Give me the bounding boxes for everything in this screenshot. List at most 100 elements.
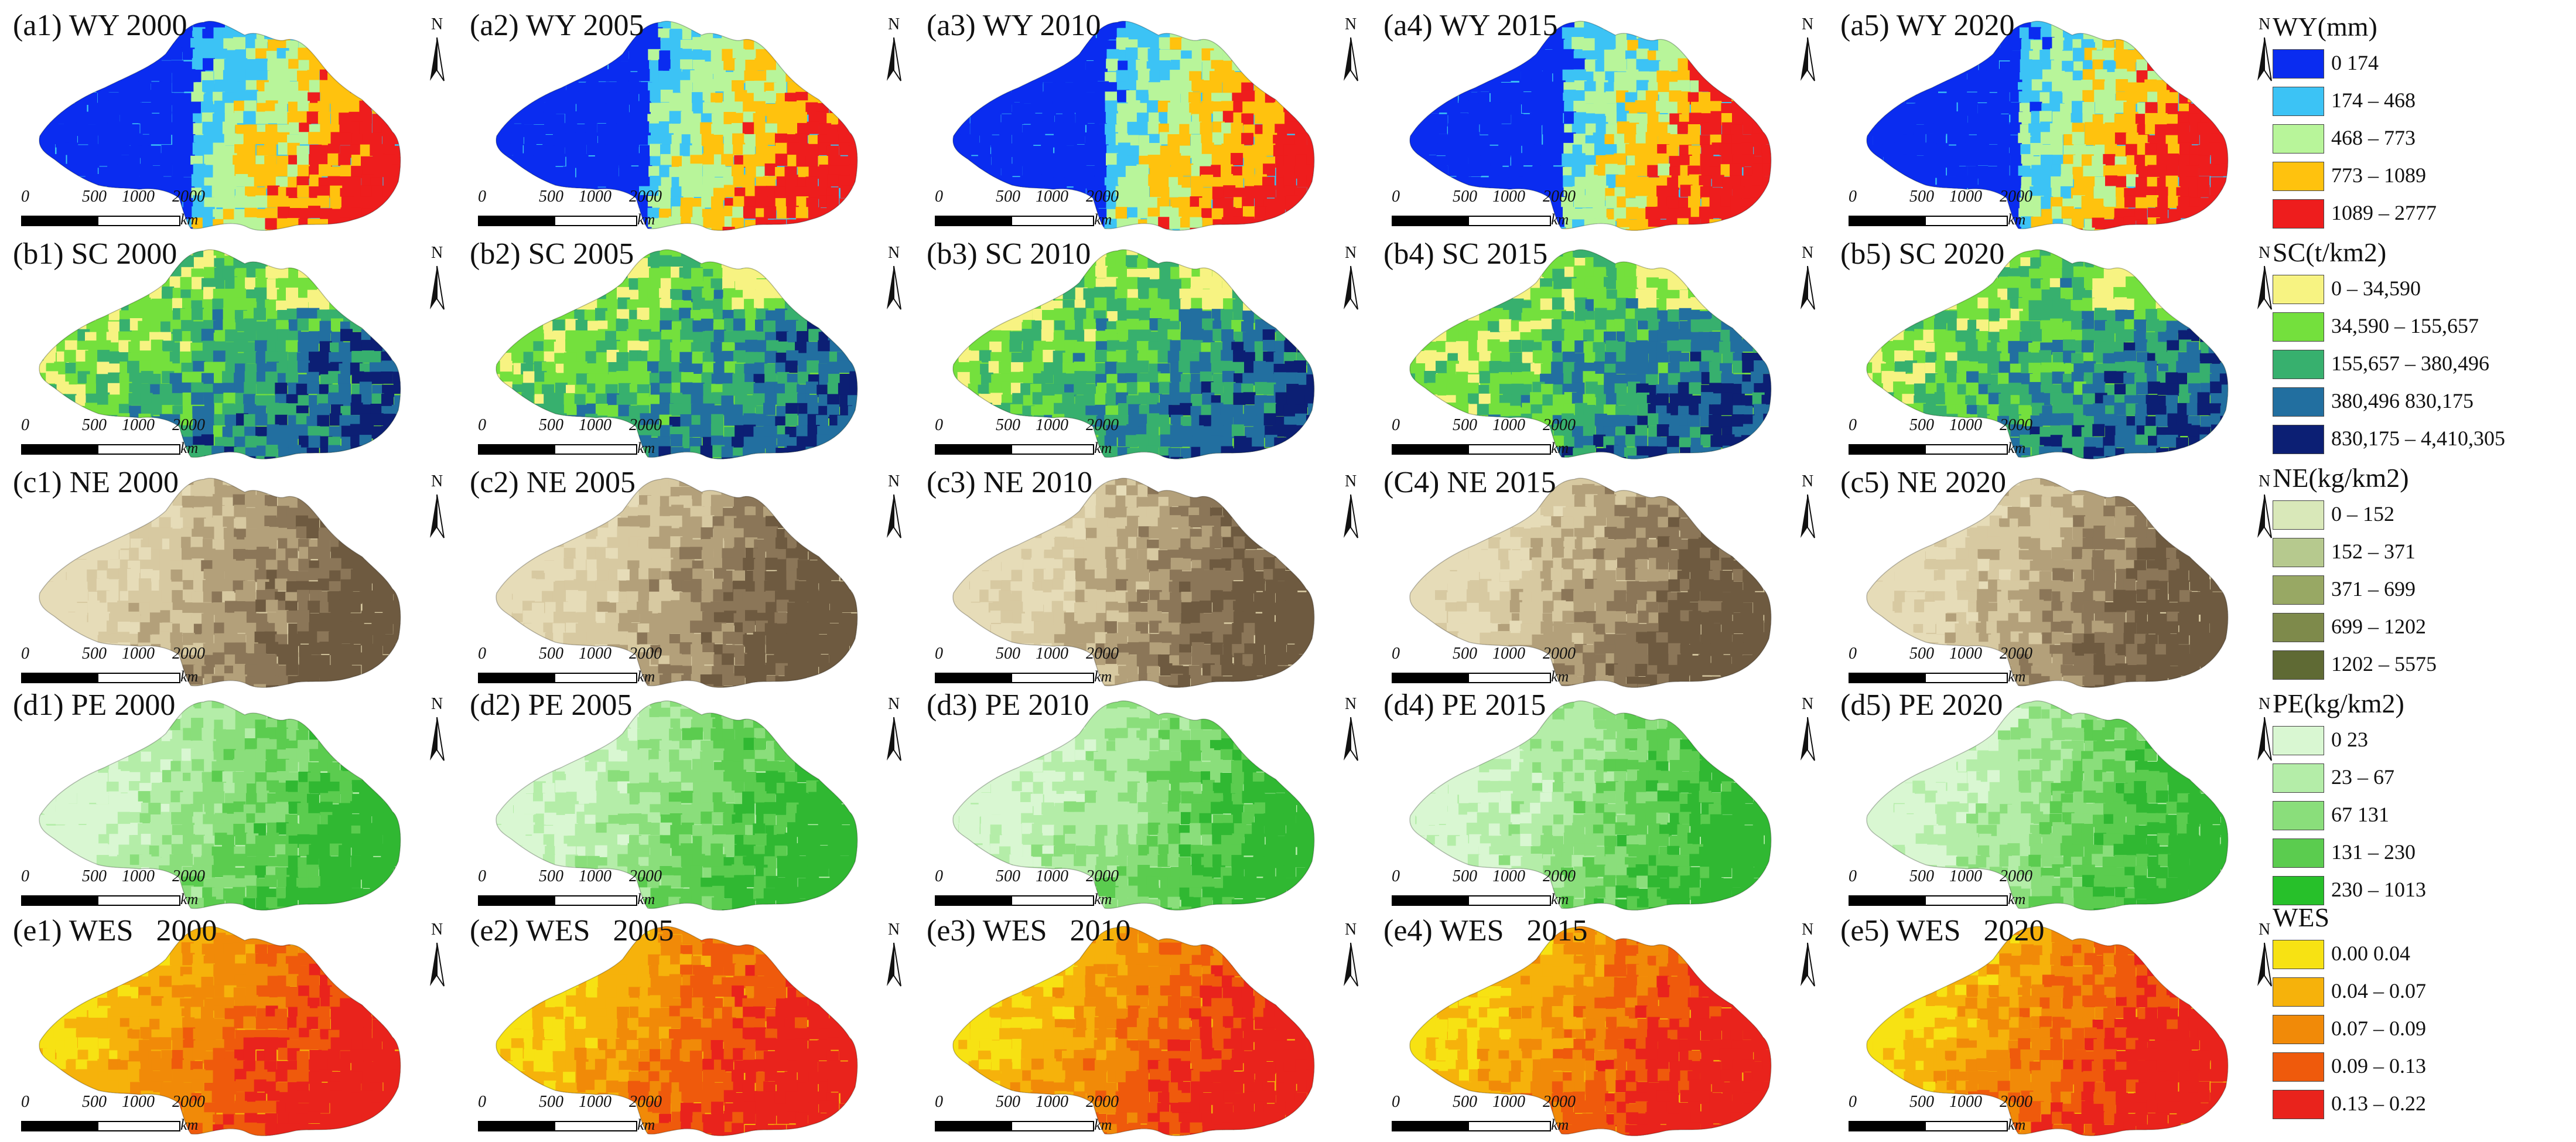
scale-tick-label: 1000 [1492,1093,1525,1112]
scale-tick-label: 500 [1909,188,1934,206]
scale-unit: km [2008,439,2025,457]
legend-item: 371 – 699 [2273,571,2571,608]
scale-tick-label: 1000 [1949,188,1982,206]
scale-tick-label: 0 [935,416,943,435]
scale-segment-empty [1011,216,1094,226]
scale-segment-filled [21,895,98,906]
scale-tick-label: 0 [1849,645,1857,663]
scale-tick-label: 1000 [1492,188,1525,206]
legend-item: 174 – 468 [2273,82,2571,120]
scale-tick-label: 0 [478,416,486,435]
legend-swatch [2273,977,2324,1007]
scale-segment-filled [21,673,98,683]
scale-unit: km [180,891,198,908]
scale-tick-label: 0 [1849,867,1857,886]
legend-label: 468 – 773 [2331,125,2416,150]
scale-unit: km [2008,891,2025,908]
scale-unit: km [1551,891,1569,908]
legend-label: 0 174 [2331,50,2379,75]
scale-segment-filled [1392,216,1469,226]
scale-tick-label: 2000 [172,188,205,206]
north-arrow-icon: N [1339,923,1362,993]
legend-item: 0.09 – 0.13 [2273,1048,2571,1085]
scale-tick-label: 0 [1849,1093,1857,1112]
north-arrow-icon: N [1796,923,1819,993]
scale-tick-label: 2000 [629,416,662,435]
legend-swatch [2273,87,2324,116]
scale-tick-label: 1000 [1036,416,1068,435]
scale-segment-empty [554,216,637,226]
scale-segment-empty [554,895,637,906]
scale-tick-label: 500 [539,1093,563,1112]
legend-swatch [2273,801,2324,830]
legend-item: 34,590 – 155,657 [2273,308,2571,345]
scale-tick-label: 2000 [2000,867,2032,886]
scale-segment-empty [1925,895,2008,906]
legend-label: 131 – 230 [2331,840,2416,864]
scale-tick-label: 500 [1453,645,1477,663]
scale-tick-label: 1000 [579,645,611,663]
legend-swatch [2273,124,2324,154]
scale-tick-label: 2000 [1543,645,1576,663]
scale-segment-filled [1849,673,1926,683]
scale-segment-empty [1925,216,2008,226]
scale-unit: km [1094,439,1112,457]
scale-segment-filled [1849,1121,1926,1131]
panel-title: (e1) WES 2000 [13,913,217,948]
scale-segment-empty [554,673,637,683]
panel-title: (d1) PE 2000 [13,688,175,722]
legend-item: 380,496 830,175 [2273,383,2571,420]
scale-segment-empty [1925,1121,2008,1131]
scale-unit: km [1551,439,1569,457]
scale-tick-label: 2000 [172,645,205,663]
north-arrow-icon: N [1339,18,1362,88]
panel-title: (b4) SC 2015 [1383,237,1547,271]
scale-tick-label: 2000 [172,1093,205,1112]
scale-tick-label: 2000 [1086,188,1119,206]
north-arrow-icon: N [1796,246,1819,316]
scale-tick-label: 500 [1909,1093,1934,1112]
legend-swatch [2273,838,2324,868]
scale-segment-empty [1011,895,1094,906]
legend-label: 174 – 468 [2331,88,2416,113]
north-arrow-icon: N [1796,18,1819,88]
panel-title: (b3) SC 2010 [927,237,1091,271]
scale-tick-label: 500 [1453,188,1477,206]
scale-segment-empty [554,444,637,455]
north-arrow-icon: N [425,475,449,545]
scale-tick-label: 500 [996,188,1020,206]
scale-segment-empty [1011,673,1094,683]
scale-tick-label: 500 [539,416,563,435]
scale-tick-label: 500 [539,188,563,206]
legend-label: 34,590 – 155,657 [2331,313,2479,338]
legend-label: 152 – 371 [2331,539,2416,564]
scale-tick-label: 1000 [579,416,611,435]
scale-tick-label: 2000 [1086,1093,1119,1112]
legend-swatch [2273,650,2324,680]
scale-segment-empty [1011,1121,1094,1131]
scale-tick-label: 500 [1453,416,1477,435]
scale-tick-label: 0 [478,1093,486,1112]
